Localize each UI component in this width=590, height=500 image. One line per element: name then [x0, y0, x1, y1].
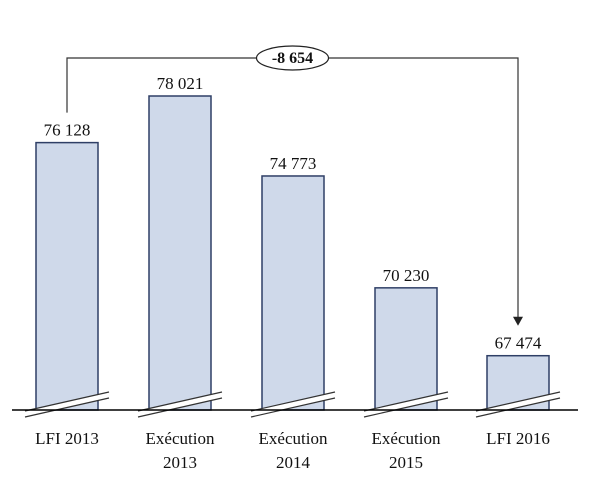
category-label-4: LFI 2016: [486, 429, 550, 448]
difference-ellipse: [255, 45, 330, 71]
axis-break-line-lower-0: [24, 397, 110, 418]
axis-break-line-lower-3: [363, 397, 449, 418]
value-label-3: 70 230: [383, 266, 430, 285]
difference-annotation: -8 654: [66, 45, 523, 326]
category-label-3-line-0: Exécution: [372, 429, 441, 448]
axis-break-line-lower-2: [250, 397, 336, 418]
axis-break-line-upper-4: [475, 391, 561, 412]
difference-label: -8 654: [272, 50, 313, 67]
axis-break-line-lower-4: [475, 397, 561, 418]
axis-break-line-upper-0: [24, 391, 110, 412]
difference-arrowhead: [513, 316, 523, 326]
category-label-1-line-1: 2013: [163, 453, 197, 472]
bar-2: [261, 175, 325, 411]
axis-break-line-lower-1: [137, 397, 223, 418]
bar-0: [35, 141, 99, 411]
bar-1: [148, 95, 212, 411]
category-label-0: LFI 2013: [35, 429, 99, 448]
bars-layer: [35, 95, 550, 411]
category-label-2-line-1: 2014: [276, 453, 311, 472]
value-label-4: 67 474: [495, 334, 542, 353]
value-label-0: 76 128: [44, 121, 91, 140]
axis-break-line-upper-1: [137, 391, 223, 412]
axis-break-line-upper-3: [363, 391, 449, 412]
category-label-3-line-1: 2015: [389, 453, 423, 472]
value-label-1: 78 021: [157, 74, 204, 93]
category-label-2-line-0: Exécution: [259, 429, 328, 448]
axis-break-line-upper-2: [250, 391, 336, 412]
category-label-1-line-0: Exécution: [146, 429, 215, 448]
value-label-2: 74 773: [270, 154, 317, 173]
bar-3: [374, 287, 438, 411]
labels-layer: 76 128 LFI 2013 78 021 Exécution 2013 74 773 E…: [35, 74, 550, 472]
